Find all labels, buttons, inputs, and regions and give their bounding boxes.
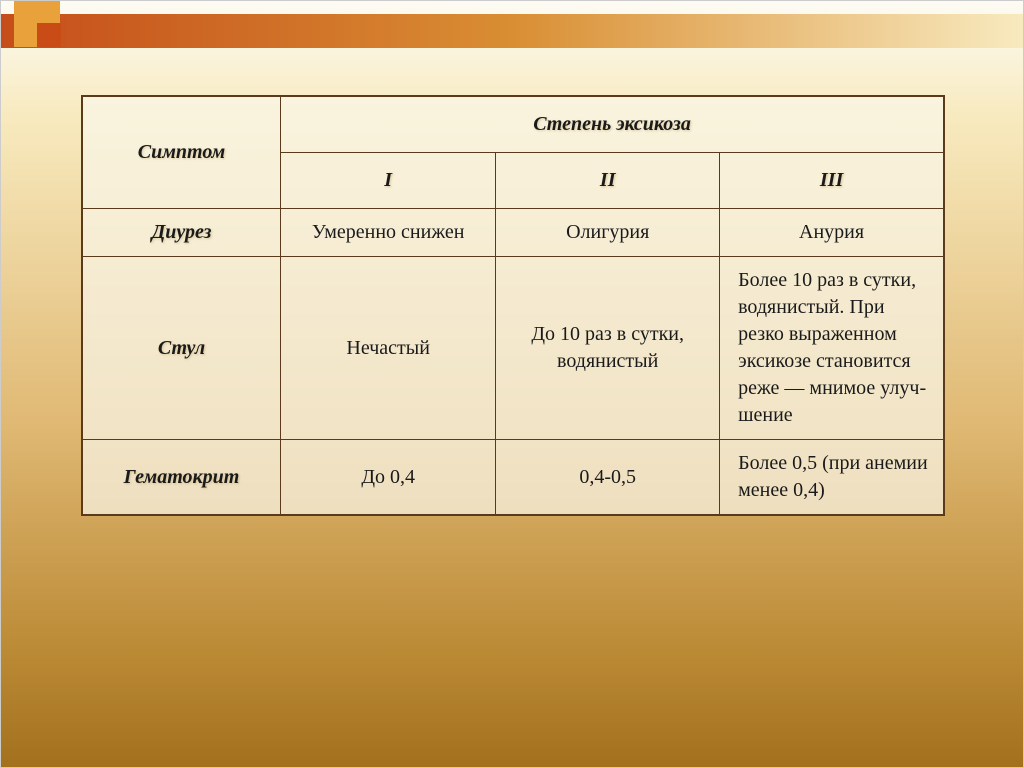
table-row: Диурез Умеренно снижен Олигурия Анурия [83,209,944,257]
header-degree-3: III [720,153,944,209]
cell-diuresis-1: Умеренно снижен [281,209,496,257]
row-head-stool: Стул [83,257,281,440]
row-head-diuresis: Диурез [83,209,281,257]
exsiccosis-table: Симптом Степень эксикоза I II III Диурез… [82,96,944,515]
cell-stool-2: До 10 раз в сутки, водянистый [496,257,720,440]
cell-stool-1: Нечастый [281,257,496,440]
table-body: Диурез Умеренно снижен Олигурия Анурия С… [83,209,944,515]
header-degree-2: II [496,153,720,209]
cell-hematocrit-1: До 0,4 [281,440,496,515]
table-header-row-1: Симптом Степень эксикоза [83,97,944,153]
header-degree-title: Степень эксикоза [281,97,944,153]
cell-hematocrit-3: Более 0,5 (при анемии менее 0,4) [720,440,944,515]
cell-diuresis-2: Олигурия [496,209,720,257]
table-row: Гематокрит До 0,4 0,4-0,5 Более 0,5 (при… [83,440,944,515]
table-row: Стул Нечастый До 10 раз в сутки, водянис… [83,257,944,440]
cell-diuresis-3: Анурия [720,209,944,257]
row-head-hematocrit: Гематокрит [83,440,281,515]
slide: Симптом Степень эксикоза I II III Диурез… [0,0,1024,768]
header-symptom: Симптом [83,97,281,209]
accent-bar [1,14,1023,48]
table-container: Симптом Степень эксикоза I II III Диурез… [81,95,945,516]
cell-stool-3: Более 10 раз в сутки, водянистый. При ре… [720,257,944,440]
accent-square-inner [37,23,61,47]
header-degree-1: I [281,153,496,209]
cell-hematocrit-2: 0,4-0,5 [496,440,720,515]
